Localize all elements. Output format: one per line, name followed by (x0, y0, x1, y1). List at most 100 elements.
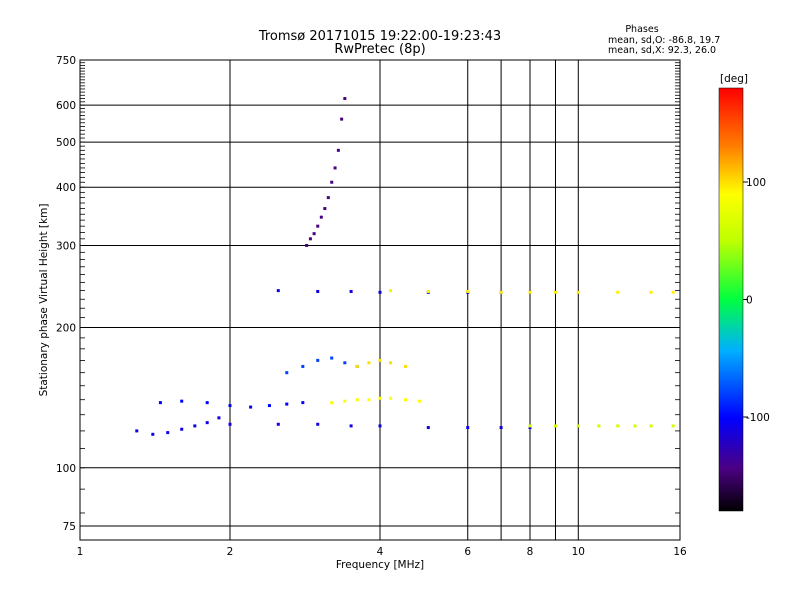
colorbar-tick-label: -100 (746, 412, 770, 424)
colorbar-ticks: 100 0 -100 (743, 177, 770, 424)
echo-point (285, 371, 289, 375)
echo-point (553, 290, 557, 294)
y-tick-label: 500 (56, 137, 76, 149)
echo-point (205, 401, 209, 405)
echo-point (228, 422, 232, 426)
y-tick-label: 600 (56, 100, 76, 112)
echo-point (330, 180, 334, 184)
echo-point (249, 405, 253, 409)
echo-point (349, 424, 353, 428)
echo-point (616, 290, 620, 294)
echo-point (333, 166, 337, 170)
y-tick-label: 100 (56, 463, 76, 475)
echo-point (649, 424, 653, 428)
echo-point (553, 424, 557, 428)
echo-point (426, 426, 430, 430)
echo-point (276, 422, 280, 426)
echo-point (355, 364, 359, 368)
echo-point (316, 224, 320, 228)
y-axis-label: Stationary phase Virtual Height [km] (38, 204, 50, 397)
echo-point (316, 358, 320, 362)
echo-point (267, 404, 271, 408)
echo-point (597, 424, 601, 428)
chart-title: Tromsø 20171015 19:22:00-19:23:43 (258, 29, 501, 44)
echo-point (158, 401, 162, 405)
echo-point (319, 215, 323, 219)
echo-point (316, 422, 320, 426)
echo-point (389, 396, 393, 400)
x-tick-label: 1 (77, 546, 84, 558)
stats-x-mode: mean, sd,X: 92.3, 26.0 (608, 45, 716, 56)
echo-point (499, 290, 503, 294)
echo-point (343, 399, 347, 403)
echo-point (576, 424, 580, 428)
x-axis-label: Frequency [MHz] (336, 559, 424, 571)
stats-heading: Phases (625, 24, 658, 35)
echo-point (417, 399, 421, 403)
echo-point (205, 421, 209, 425)
echo-point (228, 404, 232, 408)
colorbar-label: [deg] (720, 73, 748, 85)
y-tick-label: 75 (63, 521, 76, 533)
colorbar (718, 87, 744, 512)
echo-point (343, 97, 347, 101)
x-tick-label: 6 (464, 546, 471, 558)
chart-subtitle: RwPretec (8p) (334, 42, 425, 57)
colorbar-tick-label: 0 (746, 295, 753, 307)
y-tick-label: 400 (56, 182, 76, 194)
echo-point (389, 361, 393, 365)
colorbar-tick-label: 100 (746, 177, 766, 189)
echo-point (378, 424, 382, 428)
echo-point (276, 289, 280, 293)
echo-point (330, 356, 334, 360)
echo-point (166, 431, 170, 435)
echo-point (180, 399, 184, 403)
echo-point (355, 398, 359, 402)
echo-point (285, 402, 289, 406)
echo-point (301, 401, 305, 405)
x-tick-label: 8 (527, 546, 534, 558)
echo-point (316, 289, 320, 293)
echo-point (326, 196, 330, 200)
echo-point (367, 361, 371, 365)
echo-point (135, 429, 139, 433)
echo-point (576, 290, 580, 294)
echo-point (312, 232, 316, 236)
echo-point (616, 424, 620, 428)
data-points (135, 97, 675, 436)
echo-point (671, 290, 675, 294)
y-tick-label: 300 (56, 240, 76, 252)
x-tick-label: 16 (673, 546, 687, 558)
echo-point (378, 358, 382, 362)
echo-point (343, 361, 347, 365)
y-tick-label: 750 (56, 55, 76, 67)
echo-point (426, 289, 430, 293)
echo-point (389, 289, 393, 293)
echo-point (151, 432, 155, 436)
echo-point (340, 117, 344, 121)
echo-point (305, 243, 309, 247)
echo-point (330, 401, 334, 405)
echo-point (367, 398, 371, 402)
echo-point (378, 290, 382, 294)
echo-point (466, 289, 470, 293)
echo-point (403, 398, 407, 402)
echo-point (499, 426, 503, 430)
x-tick-label: 2 (227, 546, 234, 558)
x-tick-label: 10 (572, 546, 585, 558)
plot-frame (79, 59, 681, 541)
echo-point (323, 207, 327, 211)
echo-point (378, 396, 382, 400)
echo-point (671, 424, 675, 428)
echo-point (217, 416, 221, 420)
y-tick-label: 200 (56, 323, 76, 335)
echo-point (649, 290, 653, 294)
echo-point (349, 289, 353, 293)
echo-point (180, 427, 184, 431)
stats-o-mode: mean, sd,O: -86.8, 19.7 (608, 35, 720, 46)
grid-lines (79, 59, 681, 540)
x-tick-label: 4 (377, 546, 384, 558)
echo-point (633, 424, 637, 428)
echo-point (528, 426, 532, 430)
